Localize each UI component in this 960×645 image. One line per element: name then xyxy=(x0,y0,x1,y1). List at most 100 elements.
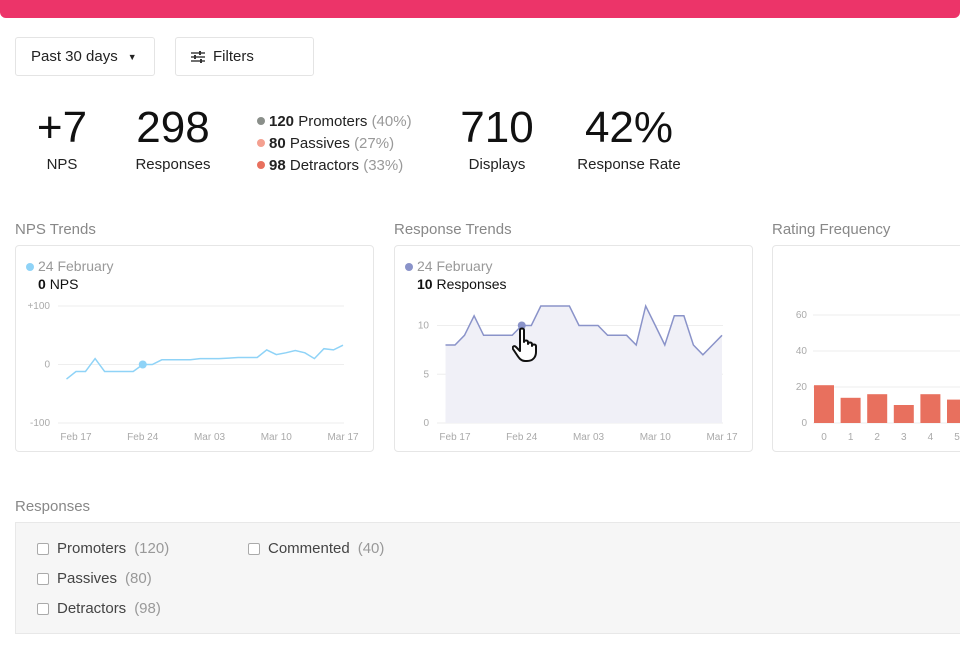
date-range-dropdown[interactable]: Past 30 days ▼ xyxy=(15,37,155,76)
promoter-dot-icon xyxy=(257,117,265,125)
pct: (40%) xyxy=(371,113,412,130)
x-tick-label: Mar 03 xyxy=(194,432,226,443)
filters-button[interactable]: Filters xyxy=(175,37,314,76)
y-tick-label: +100 xyxy=(27,301,50,312)
nps-tooltip: 24 February 0 NPS xyxy=(26,257,113,293)
rating-frequency-card: 60 40 20 0 0 1 2 3 4 5 xyxy=(772,245,960,452)
rate-label: Response Rate xyxy=(577,156,681,173)
bar xyxy=(867,394,888,423)
response-trends-title: Response Trends xyxy=(394,221,512,238)
count: (98) xyxy=(134,600,161,617)
label: Detractors xyxy=(57,600,127,617)
response-area-chart[interactable]: 10 5 0 Feb 17 Feb 24 Mar 03 Mar 10 Mar 17 xyxy=(395,246,753,452)
x-tick-label: 3 xyxy=(901,432,907,443)
label: Detractors xyxy=(289,157,360,174)
data-point xyxy=(138,360,147,369)
x-tick-label: Mar 17 xyxy=(327,432,359,443)
rating-bar-chart[interactable]: 60 40 20 0 0 1 2 3 4 5 xyxy=(773,246,960,452)
tooltip-value: 0 xyxy=(38,276,46,292)
filter-commented-checkbox[interactable]: Commented (40) xyxy=(248,540,384,557)
label: Passives xyxy=(289,135,350,152)
stat-response-rate: 42% Response Rate xyxy=(569,103,689,174)
displays-value: 710 xyxy=(460,103,534,152)
response-filters-panel: Promoters (120) Passives (80) Detractors (9… xyxy=(15,522,960,634)
responses-section-title: Responses xyxy=(15,498,91,515)
nps-label: NPS xyxy=(46,156,78,173)
x-tick-label: Mar 10 xyxy=(261,432,293,443)
rate-value: 42% xyxy=(584,103,674,152)
x-tick-label: Feb 24 xyxy=(506,432,538,443)
tooltip-value: 10 xyxy=(417,276,433,292)
rating-frequency-title: Rating Frequency xyxy=(772,221,891,238)
pct: (27%) xyxy=(354,135,395,152)
filter-passives-checkbox[interactable]: Passives (80) xyxy=(37,570,152,587)
x-tick-label: 0 xyxy=(821,432,827,443)
x-tick-label: Feb 17 xyxy=(439,432,471,443)
x-tick-label: Mar 10 xyxy=(640,432,672,443)
y-tick-label: 0 xyxy=(44,360,50,371)
label: Promoters xyxy=(298,113,368,130)
stat-responses: 298 Responses xyxy=(123,103,223,174)
response-tooltip: 24 February 10 Responses xyxy=(405,257,507,293)
breakdown-detractors: 98 Detractors (33%) xyxy=(257,155,412,177)
detractor-dot-icon xyxy=(257,161,265,169)
tooltip-unit: NPS xyxy=(49,276,79,292)
y-tick-label: 20 xyxy=(796,382,808,393)
nps-value: +7 xyxy=(36,103,88,152)
x-tick-label: Feb 17 xyxy=(60,432,92,443)
stat-nps: +7 NPS xyxy=(25,103,99,174)
filters-label: Filters xyxy=(213,48,254,65)
checkbox-icon xyxy=(37,572,49,585)
y-tick-label: 10 xyxy=(418,321,430,332)
tooltip-unit: Responses xyxy=(436,276,507,292)
passive-dot-icon xyxy=(257,139,265,147)
checkbox-icon xyxy=(37,602,49,615)
response-trends-card: 24 February 10 Responses 10 5 0 Feb 17 Feb 2… xyxy=(394,245,753,452)
y-tick-label: 5 xyxy=(423,369,429,380)
data-point xyxy=(517,321,526,330)
label: Passives xyxy=(57,570,118,587)
count: (80) xyxy=(125,570,152,587)
nps-breakdown: 120 Promoters (40%) 80 Passives (27%) 98… xyxy=(257,111,412,177)
count: 120 xyxy=(269,113,295,130)
count: 98 xyxy=(269,157,286,174)
nps-trends-card: 24 February 0 NPS +100 0 -100 Feb 17 Feb 24 M… xyxy=(15,245,374,452)
pct: (33%) xyxy=(363,157,404,174)
filter-detractors-checkbox[interactable]: Detractors (98) xyxy=(37,600,161,617)
filter-promoters-checkbox[interactable]: Promoters (120) xyxy=(37,540,169,557)
bar xyxy=(920,394,941,423)
count: 80 xyxy=(269,135,286,152)
x-tick-label: Feb 24 xyxy=(127,432,159,443)
x-tick-label: Mar 17 xyxy=(706,432,738,443)
nps-trends-title: NPS Trends xyxy=(15,221,96,238)
sliders-icon xyxy=(191,50,205,63)
label: Promoters xyxy=(57,540,127,557)
y-tick-label: 0 xyxy=(801,418,807,429)
breakdown-passives: 80 Passives (27%) xyxy=(257,133,412,155)
checkbox-icon xyxy=(37,542,49,555)
series-dot-icon xyxy=(405,263,413,271)
label: Commented xyxy=(268,540,350,557)
stat-displays: 710 Displays xyxy=(447,103,547,174)
responses-value: 298 xyxy=(136,103,210,152)
caret-down-icon: ▼ xyxy=(127,51,137,62)
hand-pointer-cursor-icon xyxy=(512,327,537,362)
y-tick-label: 0 xyxy=(423,418,429,429)
breakdown-promoters: 120 Promoters (40%) xyxy=(257,111,412,133)
series-line xyxy=(66,344,344,380)
displays-label: Displays xyxy=(468,156,526,173)
bar xyxy=(947,399,960,423)
x-tick-label: 2 xyxy=(874,432,880,443)
area-fill xyxy=(445,306,722,423)
nps-line-chart[interactable]: +100 0 -100 Feb 17 Feb 24 Mar 03 Mar 10 Mar 17 xyxy=(16,246,374,452)
x-tick-label: 4 xyxy=(928,432,934,443)
tooltip-date: 24 February xyxy=(38,258,114,274)
series-dot-icon xyxy=(26,263,34,271)
x-tick-label: 5 xyxy=(954,432,960,443)
x-tick-label: 1 xyxy=(848,432,854,443)
x-tick-label: Mar 03 xyxy=(573,432,605,443)
y-tick-label: -100 xyxy=(30,418,50,429)
tooltip-date: 24 February xyxy=(417,258,493,274)
responses-label: Responses xyxy=(135,156,211,173)
bar xyxy=(840,397,861,423)
